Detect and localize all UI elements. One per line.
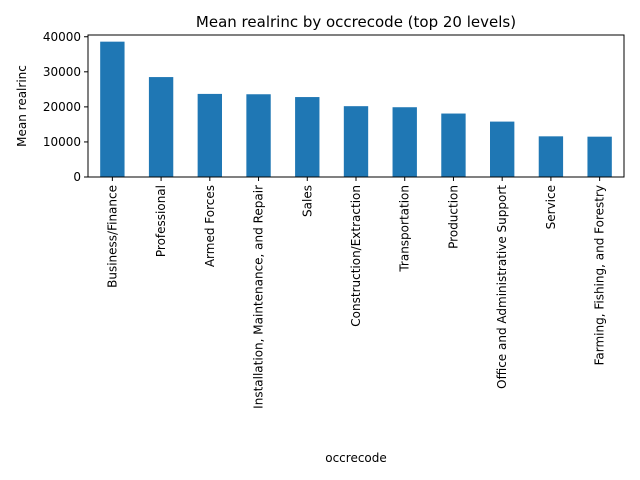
- x-tick-label-4: Sales: [300, 185, 314, 217]
- bar-6: [392, 107, 417, 177]
- x-tick-label-10: Farming, Fishing, and Forestry: [593, 185, 607, 365]
- bar-3: [246, 94, 271, 177]
- y-tick-label-2: 20000: [43, 100, 81, 114]
- bar-7: [441, 113, 466, 177]
- chart-title: Mean realrinc by occrecode (top 20 level…: [196, 13, 516, 31]
- x-tick-label-2: Armed Forces: [203, 185, 217, 267]
- x-tick-label-0: Business/Finance: [105, 185, 119, 288]
- y-tick-label-4: 40000: [43, 30, 81, 44]
- x-tick-label-7: Production: [446, 185, 460, 249]
- y-tick-label-1: 10000: [43, 135, 81, 149]
- x-tick-label-6: Transportation: [398, 185, 412, 273]
- bars-group: [100, 41, 612, 177]
- x-tick-label-1: Professional: [154, 185, 168, 257]
- bar-5: [343, 106, 369, 177]
- bar-9: [538, 136, 564, 177]
- bar-8: [490, 121, 515, 177]
- bar-2: [197, 93, 222, 177]
- plot-frame: [87, 34, 625, 178]
- y-tick-label-3: 30000: [43, 65, 81, 79]
- x-tick-label-5: Construction/Extraction: [349, 185, 363, 327]
- y-tick-label-0: 0: [73, 170, 81, 184]
- x-axis-label: occrecode: [325, 451, 387, 465]
- y-axis: 0 10000 20000 30000 40000: [43, 30, 88, 184]
- bar-1: [148, 77, 174, 177]
- x-tick-label-8: Office and Administrative Support: [495, 185, 509, 389]
- y-axis-label: Mean realrinc: [15, 65, 29, 147]
- bar-4: [295, 97, 320, 177]
- x-tick-label-9: Service: [544, 185, 558, 229]
- bar-0: [100, 41, 125, 177]
- x-axis: Business/Finance Professional Armed Forces…: [105, 177, 607, 409]
- bar-10: [587, 136, 612, 177]
- x-tick-label-3: Installation, Maintenance, and Repair: [252, 185, 266, 409]
